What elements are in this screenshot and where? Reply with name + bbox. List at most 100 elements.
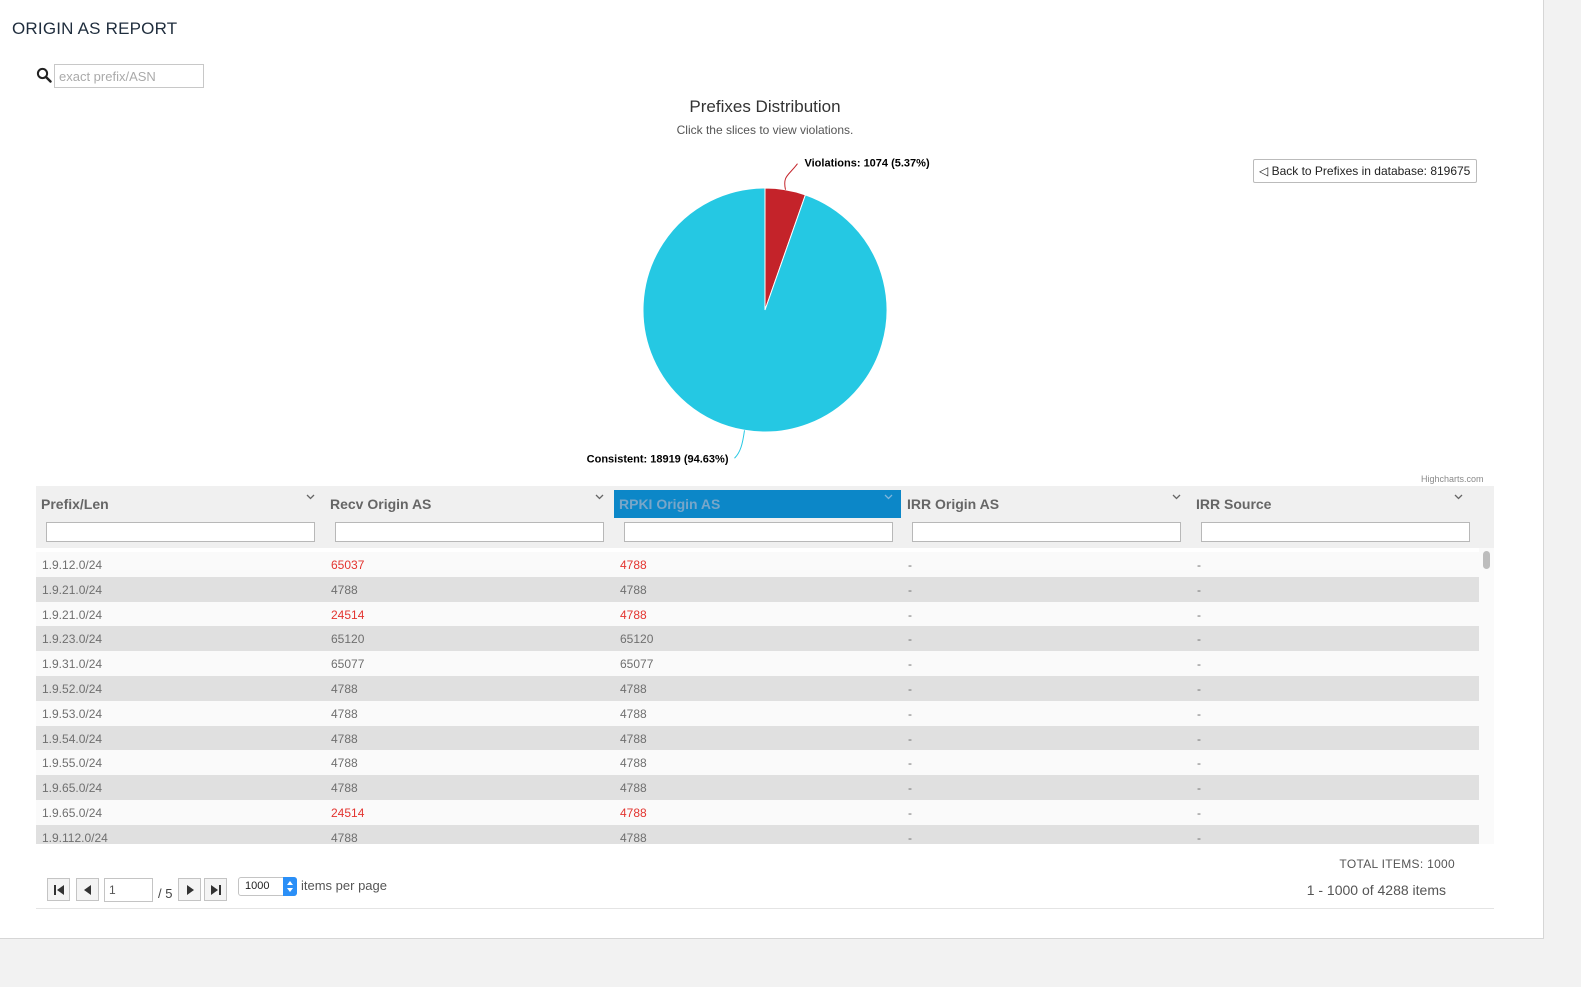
table-row[interactable]: 1.9.54.0/24 4788 4788 - - bbox=[36, 725, 1479, 751]
recv-origin-as-cell: 4788 bbox=[331, 582, 358, 597]
prev-page-icon bbox=[84, 885, 91, 895]
irr-source-cell: - bbox=[1197, 756, 1201, 771]
irr-source-cell: - bbox=[1197, 681, 1201, 696]
page-number-input[interactable] bbox=[104, 878, 153, 902]
rpki-origin-as-cell: 4788 bbox=[620, 558, 647, 572]
column-filter-input[interactable] bbox=[335, 522, 604, 542]
scrollbar-thumb[interactable] bbox=[1483, 551, 1490, 569]
last-page-button[interactable] bbox=[204, 878, 227, 901]
pie-slice-consistent[interactable] bbox=[642, 187, 888, 433]
prev-page-button[interactable] bbox=[76, 878, 99, 901]
next-page-button[interactable] bbox=[178, 878, 201, 901]
pie-slice-violations-connector bbox=[784, 163, 798, 190]
column-header[interactable]: IRR Source bbox=[1191, 490, 1480, 518]
column-menu-chevron-down-icon[interactable] bbox=[595, 494, 604, 500]
table-row[interactable]: 1.9.65.0/24 24514 4788 - - bbox=[36, 799, 1479, 825]
next-page-icon bbox=[187, 885, 194, 895]
irr-source-cell: - bbox=[1197, 805, 1201, 820]
rpki-origin-as-cell: 4788 bbox=[620, 681, 647, 696]
recv-origin-as-cell: 65077 bbox=[331, 657, 365, 672]
chart-title: Prefixes Distribution bbox=[689, 97, 841, 116]
violations-data-label: Violations: 1074 (5.37%) bbox=[804, 158, 929, 170]
consistent-data-label: Consistent: 18919 (94.63%) bbox=[587, 453, 729, 465]
recv-origin-as-cell: 4788 bbox=[331, 756, 358, 771]
prefix-cell: 1.9.21.0/24 bbox=[42, 607, 103, 622]
prefix-cell: 1.9.112.0/24 bbox=[42, 830, 108, 844]
table-row[interactable]: 1.9.23.0/24 65120 65120 - - bbox=[36, 626, 1479, 652]
irr-source-cell: - bbox=[1197, 731, 1201, 746]
recv-origin-as-cell: 4788 bbox=[331, 781, 358, 796]
irr-source-cell: - bbox=[1197, 830, 1201, 844]
pie-slice-consistent-connector bbox=[734, 430, 746, 459]
column-header-label: IRR Source bbox=[1196, 496, 1272, 512]
rpki-origin-as-cell: 4788 bbox=[620, 805, 647, 820]
irr-origin-as-cell: - bbox=[908, 805, 912, 820]
page-title: ORIGIN AS REPORT bbox=[12, 19, 178, 38]
recv-origin-as-cell: 65120 bbox=[331, 632, 365, 647]
column-filter-input[interactable] bbox=[912, 522, 1181, 542]
rpki-origin-as-cell: 65120 bbox=[620, 632, 654, 647]
irr-origin-as-cell: - bbox=[908, 830, 912, 844]
column-filter-input[interactable] bbox=[624, 522, 893, 542]
table-row[interactable]: 1.9.53.0/24 4788 4788 - - bbox=[36, 700, 1479, 726]
column-filter-input[interactable] bbox=[46, 522, 315, 542]
column-menu-chevron-down-icon[interactable] bbox=[306, 494, 315, 500]
table-row[interactable]: 1.9.55.0/24 4788 4788 - - bbox=[36, 750, 1479, 776]
irr-source-cell: - bbox=[1197, 632, 1201, 647]
irr-origin-as-cell: - bbox=[908, 582, 912, 597]
rpki-origin-as-cell: 4788 bbox=[620, 582, 647, 597]
items-per-page-select[interactable]: 1000 bbox=[238, 877, 297, 896]
recv-origin-as-cell: 4788 bbox=[331, 731, 358, 746]
last-page-icon bbox=[211, 885, 221, 895]
column-menu-chevron-down-icon[interactable] bbox=[884, 494, 893, 500]
table-row[interactable]: 1.9.12.0/24 65037 4788 - - bbox=[36, 552, 1479, 577]
items-per-page-value: 1000 bbox=[245, 880, 270, 892]
chart-subtitle: Click the slices to view violations. bbox=[676, 123, 854, 137]
first-page-button[interactable] bbox=[47, 878, 70, 901]
prefix-cell: 1.9.31.0/24 bbox=[42, 657, 103, 672]
table-row[interactable]: 1.9.112.0/24 4788 4788 - - bbox=[36, 824, 1479, 844]
column-header[interactable]: RPKI Origin AS bbox=[614, 490, 901, 518]
table-row[interactable]: 1.9.65.0/24 4788 4788 - - bbox=[36, 775, 1479, 800]
report-panel: ORIGIN AS REPORT Prefixes Distribution C… bbox=[0, 0, 1544, 939]
items-per-page-label: items per page bbox=[301, 878, 387, 893]
prefix-cell: 1.9.55.0/24 bbox=[42, 756, 103, 771]
select-arrows-icon bbox=[283, 877, 297, 896]
column-header[interactable]: Prefix/Len bbox=[36, 490, 323, 518]
column-filter-input[interactable] bbox=[1201, 522, 1470, 542]
rpki-origin-as-cell: 4788 bbox=[620, 830, 647, 844]
table-row[interactable]: 1.9.31.0/24 65077 65077 - - bbox=[36, 651, 1479, 676]
table-row[interactable]: 1.9.52.0/24 4788 4788 - - bbox=[36, 675, 1479, 701]
recv-origin-as-cell: 4788 bbox=[331, 830, 358, 844]
prefix-cell: 1.9.12.0/24 bbox=[42, 558, 103, 572]
column-menu-chevron-down-icon[interactable] bbox=[1454, 494, 1463, 500]
irr-origin-as-cell: - bbox=[908, 681, 912, 696]
search-icon bbox=[36, 67, 52, 83]
prefix-cell: 1.9.53.0/24 bbox=[42, 706, 103, 721]
irr-source-cell: - bbox=[1197, 607, 1201, 622]
recv-origin-as-cell: 24514 bbox=[331, 607, 365, 622]
irr-origin-as-cell: - bbox=[908, 632, 912, 647]
first-page-icon bbox=[54, 885, 64, 895]
irr-origin-as-cell: - bbox=[908, 657, 912, 672]
irr-origin-as-cell: - bbox=[908, 558, 912, 572]
grid-header: Prefix/Len Recv Origin AS RPKI Origin AS IR… bbox=[36, 486, 1494, 548]
column-menu-chevron-down-icon[interactable] bbox=[1172, 494, 1181, 500]
column-header[interactable]: IRR Origin AS bbox=[902, 490, 1189, 518]
recv-origin-as-cell: 4788 bbox=[331, 681, 358, 696]
irr-origin-as-cell: - bbox=[908, 731, 912, 746]
irr-source-cell: - bbox=[1197, 582, 1201, 597]
back-to-prefixes-button[interactable]: ◁ Back to Prefixes in database: 819675 bbox=[1253, 159, 1478, 183]
column-header-label: RPKI Origin AS bbox=[619, 496, 721, 512]
footer-divider bbox=[36, 908, 1494, 909]
recv-origin-as-cell: 4788 bbox=[331, 706, 358, 721]
irr-origin-as-cell: - bbox=[908, 781, 912, 796]
table-row[interactable]: 1.9.21.0/24 24514 4788 - - bbox=[36, 601, 1479, 627]
grid-scrollbar[interactable] bbox=[1479, 548, 1494, 844]
table-row[interactable]: 1.9.21.0/24 4788 4788 - - bbox=[36, 576, 1479, 602]
column-header[interactable]: Recv Origin AS bbox=[325, 490, 612, 518]
irr-source-cell: - bbox=[1197, 657, 1201, 672]
prefix-cell: 1.9.65.0/24 bbox=[42, 805, 103, 820]
highcharts-credit-link[interactable]: Highcharts.com bbox=[1421, 474, 1484, 484]
search-input[interactable] bbox=[54, 64, 204, 88]
